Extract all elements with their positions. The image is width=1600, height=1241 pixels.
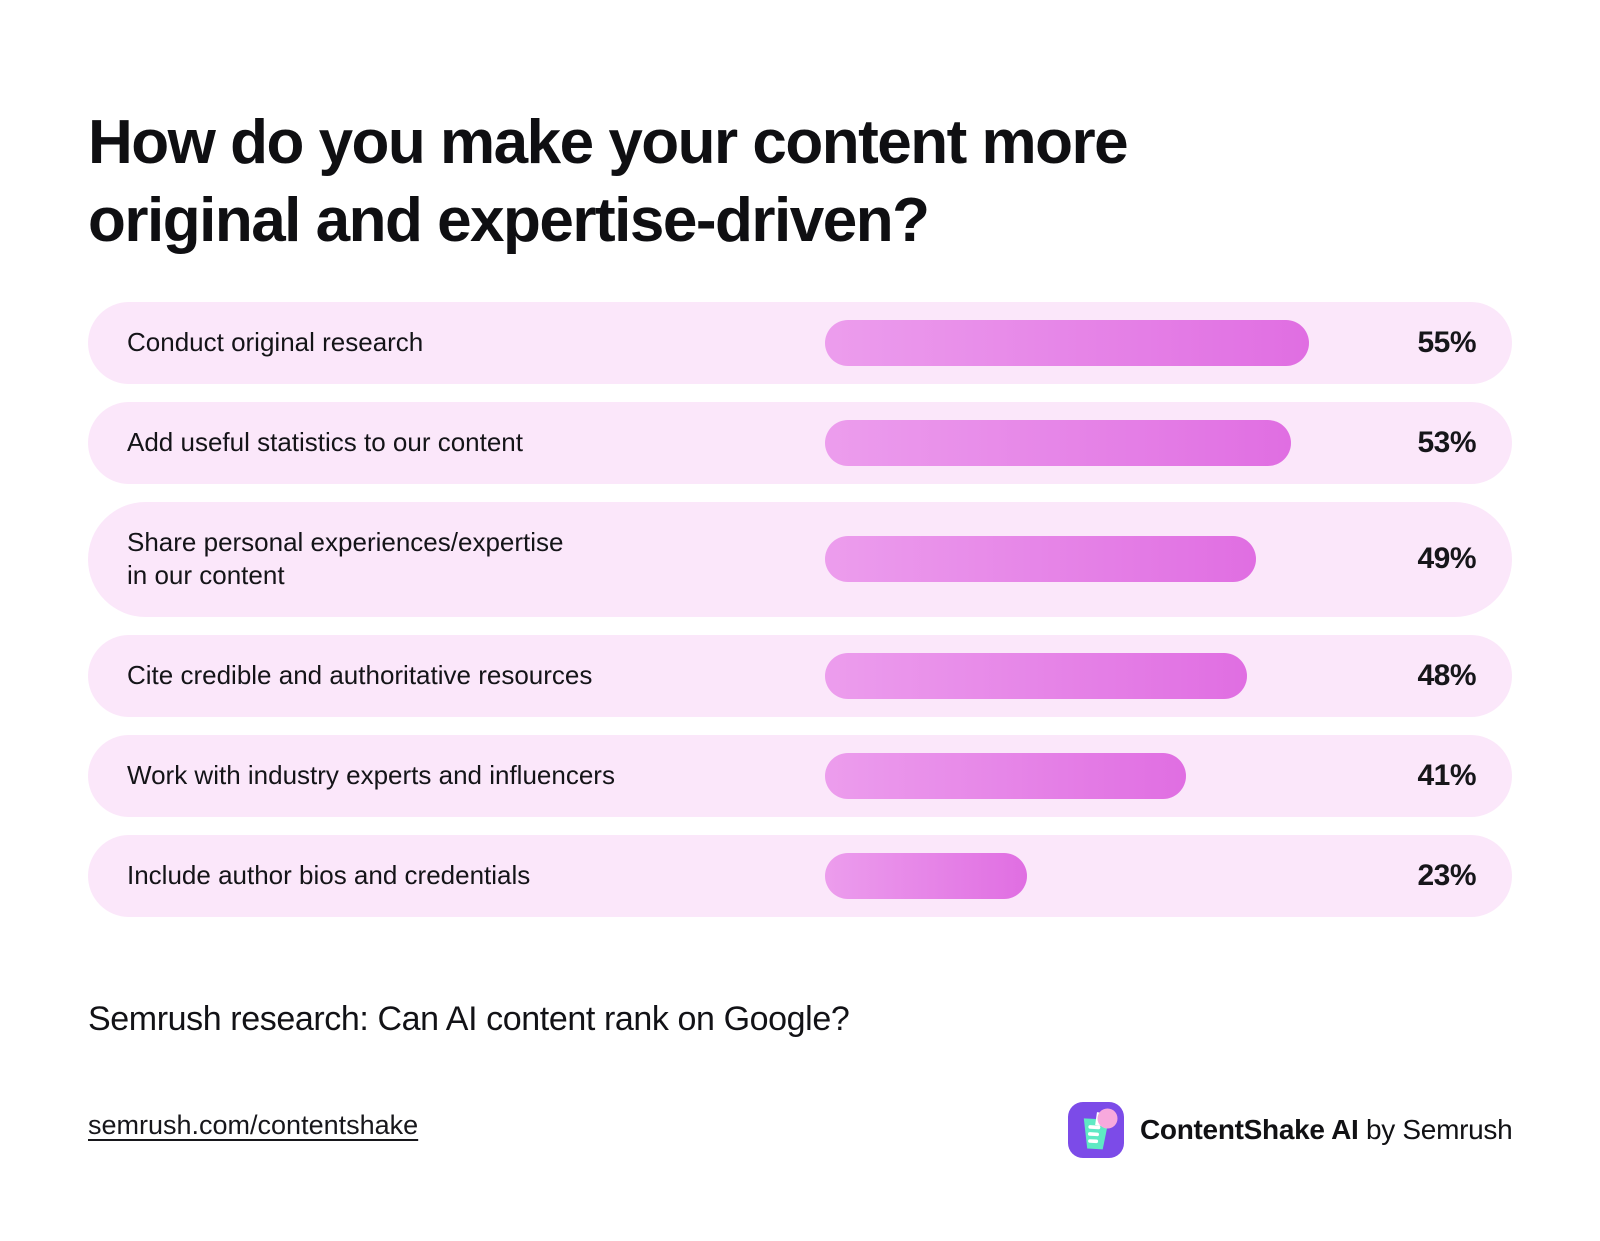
bar <box>825 536 1256 583</box>
bar <box>825 653 1247 700</box>
bar-label: Include author bios and credentials <box>127 859 531 890</box>
bar-label: Conduct original research <box>127 327 424 357</box>
source-note: Semrush research: Can AI content rank on… <box>88 1000 850 1038</box>
bar-value: 53% <box>1417 425 1476 459</box>
footer-link[interactable]: semrush.com/contentshake <box>88 1110 419 1140</box>
chart-row: Cite credible and authoritative resource… <box>88 635 1512 717</box>
bar <box>825 852 1027 899</box>
bar <box>825 319 1309 366</box>
brand-text: ContentShake AI by Semrush <box>1140 1114 1513 1146</box>
bar-value: 23% <box>1417 858 1476 892</box>
chart-row: Share personal experiences/expertise in … <box>88 501 1512 618</box>
contentshake-logo-icon <box>1068 1102 1124 1158</box>
bar-chart: Conduct original research 55% Add useful… <box>88 302 1512 917</box>
chart-row: Work with industry experts and influence… <box>88 734 1512 817</box>
bar <box>825 752 1186 799</box>
chart-row: Include author bios and credentials 23% <box>88 834 1512 917</box>
bar-value: 49% <box>1417 542 1476 576</box>
bar-value: 48% <box>1417 659 1476 693</box>
bar-value: 41% <box>1417 758 1476 792</box>
bar-value: 55% <box>1417 325 1476 359</box>
brand-lockup: ContentShake AI by Semrush <box>1068 1102 1513 1158</box>
bar-label: Add useful statistics to our content <box>127 426 523 457</box>
bar-label: Cite credible and authoritative resource… <box>127 660 593 691</box>
chart-row: Conduct original research 55% <box>88 302 1512 384</box>
bar-label: Work with industry experts and influence… <box>127 759 615 790</box>
bar <box>825 419 1291 466</box>
page-title: How do you make your content more origin… <box>88 107 1129 255</box>
bar-label: Share personal experiences/expertise in … <box>127 526 564 591</box>
brand-suffix: by Semrush <box>1358 1114 1513 1145</box>
brand-name: ContentShake AI <box>1140 1114 1359 1145</box>
chart-row: Add useful statistics to our content 53% <box>88 401 1512 484</box>
